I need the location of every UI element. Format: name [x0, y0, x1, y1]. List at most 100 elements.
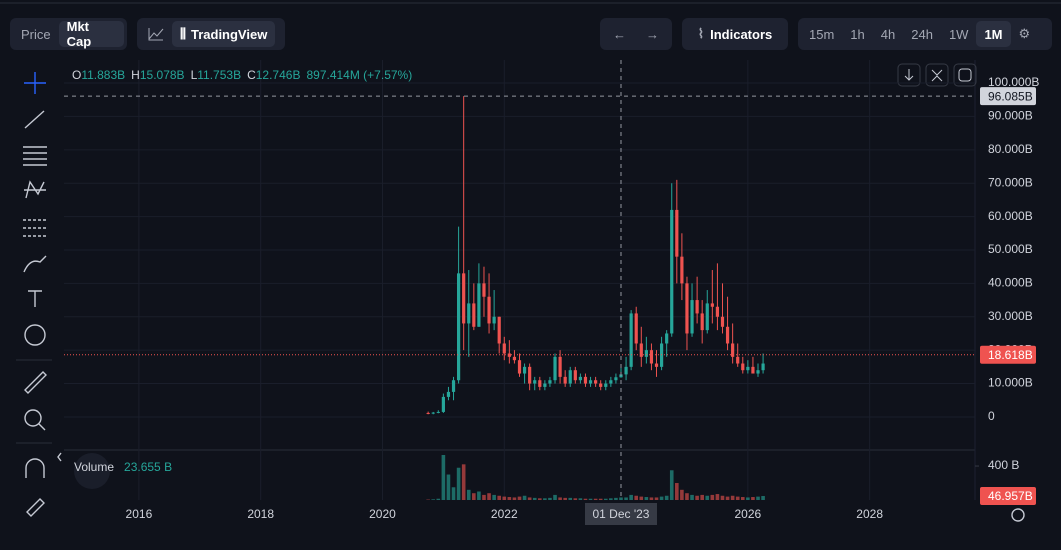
volume-bar — [609, 498, 613, 500]
mode-button[interactable]: Mkt Cap — [58, 19, 124, 49]
timeframe-button[interactable]: 4h — [880, 26, 896, 42]
candle-body — [629, 313, 633, 367]
volume-bar — [746, 497, 750, 500]
magnet-tool[interactable] — [25, 458, 45, 478]
close-label: C — [247, 68, 256, 82]
volume-bar — [507, 497, 512, 500]
volume-bar — [568, 497, 573, 500]
candle-body — [533, 380, 537, 384]
candle-body — [492, 316, 496, 324]
volume-bar — [659, 496, 664, 500]
candle-body — [634, 313, 638, 344]
volume-bar — [720, 495, 725, 500]
volume-bar — [441, 455, 446, 500]
indicators-group: ⌇ Indicators — [682, 18, 788, 50]
tradingview-button[interactable]: ⫼ TradingView — [172, 21, 276, 47]
timeframe-button[interactable]: 24h — [911, 26, 933, 42]
candle-body — [710, 303, 714, 307]
candle-body — [457, 273, 461, 381]
fib-tool[interactable] — [23, 146, 47, 166]
settings-icon[interactable] — [1011, 508, 1025, 522]
candle-body — [578, 376, 582, 381]
y-tick-label: 50.000B — [988, 242, 1033, 256]
timeframe-button[interactable]: 15m — [809, 26, 835, 42]
volume-bar — [522, 495, 527, 500]
volume-bar — [578, 498, 583, 500]
timeframe-button[interactable]: 1h — [850, 26, 865, 42]
fit-icon — [931, 69, 943, 82]
x-tick-label: 2018 — [247, 507, 274, 521]
volume-bar — [517, 496, 522, 500]
candle-body — [705, 303, 709, 331]
timeframe-button[interactable]: 1M — [976, 21, 1011, 47]
volume-bar — [680, 489, 684, 500]
volume-bar — [664, 495, 669, 500]
volume-bar — [756, 496, 760, 500]
candle-body — [665, 333, 669, 344]
volume-bar — [593, 498, 598, 500]
x-tick-label: 2016 — [126, 507, 153, 521]
emoji-tool[interactable] — [24, 324, 46, 346]
candle-body — [690, 300, 694, 334]
candle-body — [512, 356, 517, 361]
collapse-toggle[interactable] — [57, 452, 62, 462]
volume-bar — [502, 496, 507, 500]
high-value: 15.078B — [139, 68, 185, 82]
line-view-button[interactable] — [140, 21, 172, 47]
zoom-handle — [38, 423, 46, 431]
ruler-tool[interactable] — [24, 371, 47, 394]
candle-body — [451, 380, 456, 392]
undo-button[interactable]: ← — [613, 26, 626, 42]
chart-settings[interactable]: ⚙ — [1018, 26, 1031, 41]
candle-body — [594, 380, 598, 384]
mode-switch: Price Mkt Cap — [10, 18, 127, 50]
text-tool[interactable] — [28, 290, 42, 307]
candle-body — [604, 383, 608, 387]
volume-bar — [466, 489, 471, 500]
timeframe-button[interactable]: 1W — [948, 26, 969, 42]
volume-bar — [675, 483, 679, 500]
candle-body — [477, 283, 481, 327]
candle-body — [614, 377, 618, 381]
volume-bar — [619, 497, 623, 500]
mode-button[interactable]: Price — [21, 26, 51, 42]
indicators-button[interactable]: ⌇ Indicators — [697, 26, 773, 42]
volume-bar — [695, 495, 699, 500]
volume-bar — [735, 496, 740, 500]
volume-bar — [482, 494, 486, 500]
volume-bar — [598, 498, 603, 500]
zoom-tool[interactable] — [24, 409, 42, 427]
candle-body — [563, 376, 567, 384]
brush-tool[interactable] — [23, 255, 47, 273]
prediction-tool[interactable] — [23, 219, 47, 237]
candle-body — [649, 350, 654, 364]
lock-tool[interactable] — [26, 498, 45, 517]
volume-tag-label: 46.957B — [988, 489, 1033, 503]
drawing-tools[interactable] — [23, 72, 1025, 522]
ohlc-legend: O 11.883B H 15.078B L 11.753B C 12.746B 897.… — [72, 68, 418, 82]
candle-body — [670, 209, 674, 334]
volume-bar — [603, 498, 608, 500]
trend-line-tool[interactable] — [24, 110, 45, 129]
volume-bar — [614, 497, 618, 500]
x-tick-label: 2028 — [856, 507, 883, 521]
volume-bar — [537, 498, 542, 500]
redo-button[interactable]: → — [646, 26, 659, 42]
candle-body — [558, 356, 562, 377]
candle-body — [568, 370, 572, 384]
candle-body — [654, 363, 659, 367]
reset-button[interactable] — [953, 63, 977, 87]
candle-body — [517, 360, 522, 374]
scroll-button[interactable] — [897, 63, 921, 87]
volume-bar — [451, 487, 456, 500]
volume-bar — [669, 470, 674, 500]
candle-body — [467, 303, 471, 324]
volume-bar — [512, 497, 517, 500]
crosshair-tool[interactable] — [24, 72, 46, 94]
candle-body — [720, 316, 725, 327]
volume-bar — [654, 497, 659, 500]
pattern-tool[interactable] — [24, 180, 46, 199]
candle-body — [502, 343, 506, 354]
fit-button[interactable] — [925, 63, 949, 87]
crosshair-x-label: 01 Dec '23 — [592, 507, 649, 521]
